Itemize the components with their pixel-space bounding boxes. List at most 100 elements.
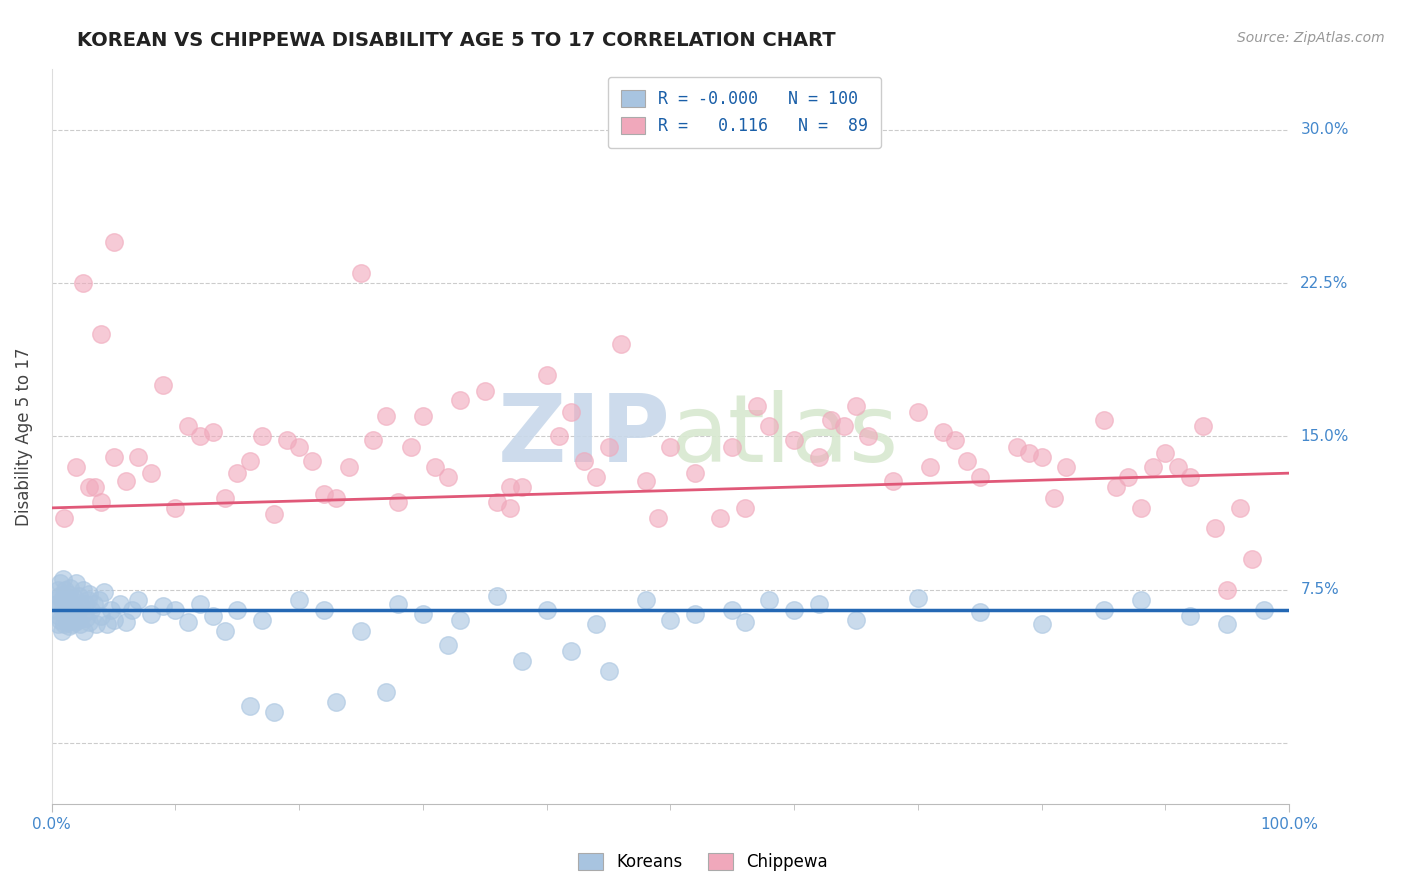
Point [77,587,100,601]
Point [288,440,311,454]
Point [60,592,83,607]
Point [90,609,112,624]
Point [634,475,657,489]
Point [1018,446,1040,460]
Point [969,605,991,619]
Point [60,617,83,632]
Point [337,460,360,475]
Point [49,613,72,627]
Point [56,611,79,625]
Text: 22.5%: 22.5% [1301,276,1348,291]
Point [745,399,768,413]
Point [807,597,830,611]
Point [84,480,107,494]
Point [288,592,311,607]
Point [498,480,520,494]
Point [1092,603,1115,617]
Point [647,511,669,525]
Point [374,685,396,699]
Point [536,603,558,617]
Point [363,434,385,448]
Point [177,615,200,630]
Point [103,450,125,464]
Point [387,495,409,509]
Point [263,507,285,521]
Point [783,434,806,448]
Point [350,266,373,280]
Point [239,454,262,468]
Point [44,603,66,617]
Point [1191,419,1213,434]
Point [510,654,533,668]
Text: KOREAN VS CHIPPEWA DISABILITY AGE 5 TO 17 CORRELATION CHART: KOREAN VS CHIPPEWA DISABILITY AGE 5 TO 1… [77,31,837,50]
Point [858,429,880,443]
Point [139,607,162,622]
Point [63,591,86,605]
Point [214,624,236,638]
Point [46,617,69,632]
Point [75,597,97,611]
Point [56,587,79,601]
Point [67,589,90,603]
Point [425,460,447,475]
Text: Source: ZipAtlas.com: Source: ZipAtlas.com [1237,31,1385,45]
Point [920,460,942,475]
Point [49,576,72,591]
Point [48,589,70,603]
Point [1031,617,1053,632]
Point [103,235,125,250]
Point [201,609,224,624]
Point [1056,460,1078,475]
Point [72,607,94,622]
Point [77,480,100,494]
Point [536,368,558,382]
Point [312,486,335,500]
Text: atlas: atlas [671,391,898,483]
Point [51,592,73,607]
Point [486,495,509,509]
Point [121,603,143,617]
Point [165,500,187,515]
Point [108,597,131,611]
Point [65,576,87,591]
Point [239,699,262,714]
Point [152,599,174,613]
Point [96,617,118,632]
Text: 7.5%: 7.5% [1301,582,1339,597]
Point [1204,521,1226,535]
Point [53,582,76,597]
Point [412,607,434,622]
Point [610,337,633,351]
Point [55,615,77,630]
Point [598,665,620,679]
Point [73,624,96,638]
Point [226,603,249,617]
Point [969,470,991,484]
Point [165,603,187,617]
Point [882,475,904,489]
Point [598,440,620,454]
Legend: Koreans, Chippewa: Koreans, Chippewa [569,845,837,880]
Point [1031,450,1053,464]
Point [127,450,149,464]
Point [53,607,76,622]
Point [55,597,77,611]
Point [709,511,731,525]
Point [1229,500,1251,515]
Point [103,613,125,627]
Point [90,327,112,342]
Point [214,491,236,505]
Point [77,615,100,630]
Point [62,605,84,619]
Point [72,276,94,290]
Point [845,613,868,627]
Point [931,425,953,440]
Point [721,440,744,454]
Point [139,466,162,480]
Point [560,644,582,658]
Point [907,591,929,605]
Point [486,589,509,603]
Point [1167,460,1189,475]
Point [250,613,273,627]
Point [683,466,706,480]
